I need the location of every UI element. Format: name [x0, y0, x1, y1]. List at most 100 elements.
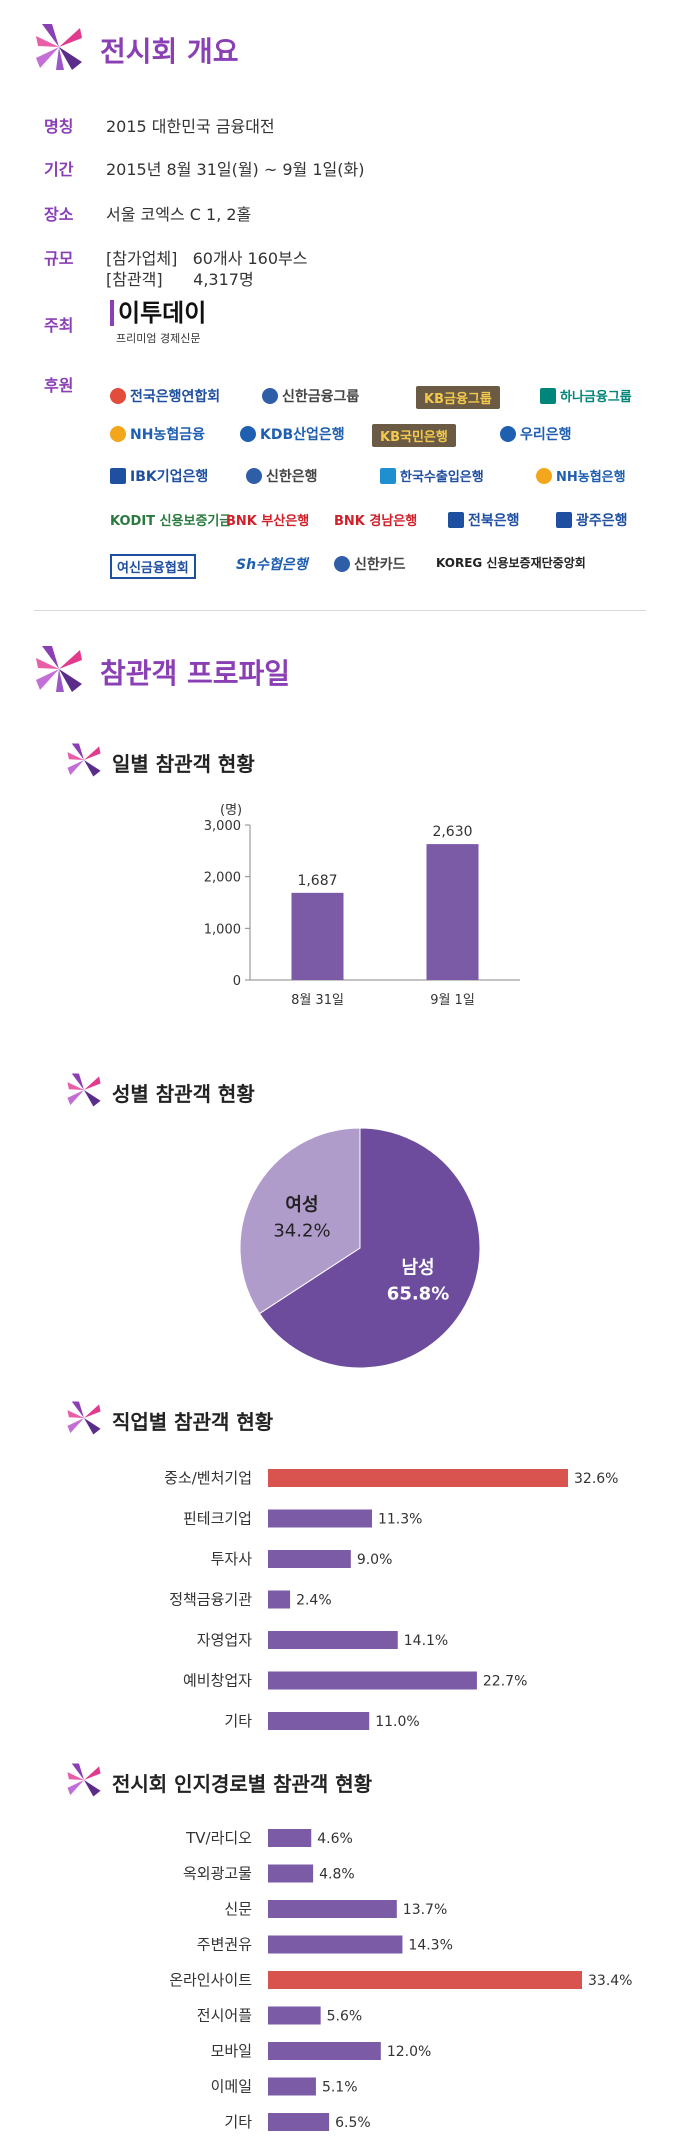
bar	[268, 1509, 372, 1528]
sponsor-icon	[240, 426, 256, 442]
category-label: 투자사	[211, 1550, 253, 1568]
sponsor-logo: Sh수협은행	[236, 557, 308, 573]
bar	[268, 2006, 321, 2025]
subsection-logo-icon	[67, 1401, 101, 1435]
bar-value-label: 1,687	[297, 873, 337, 889]
sponsor-logo: 신한은행	[246, 466, 318, 486]
bar-value-label: 5.6%	[327, 2009, 363, 2025]
sponsor-logo: 신한카드	[334, 554, 406, 574]
category-label: 주변권유	[197, 1936, 252, 1954]
value-venue: 서울 코엑스 C 1, 2홀	[106, 205, 252, 224]
organizer-name: 이투데이	[110, 300, 206, 326]
sponsor-icon	[334, 556, 350, 572]
sponsor-logo: KDB산업은행	[240, 424, 345, 444]
sponsor-logo: KB국민은행	[372, 424, 456, 447]
category-label: TV/라디오	[185, 1829, 252, 1847]
category-label: 예비창업자	[183, 1672, 252, 1690]
channel-visitors-title: 전시회 인지경로별 참관객 현황	[112, 1772, 373, 1796]
sponsor-logo: NH농협금융	[110, 424, 205, 444]
x-tick-label: 8월 31일	[291, 993, 344, 1008]
y-tick-label: 3,000	[204, 819, 241, 834]
bar	[268, 1550, 351, 1568]
bar	[268, 1864, 314, 1883]
category-label: 온라인사이트	[169, 1971, 252, 1989]
bar	[268, 1971, 582, 1989]
y-tick-label: 0	[233, 974, 241, 989]
category-label: 신문	[224, 1900, 252, 1918]
value-scale-exhibitors: [참가업체] 60개사 160부스	[106, 249, 308, 268]
pie-slice-name: 남성	[401, 1257, 434, 1278]
pie-slice-value: 65.8%	[387, 1283, 449, 1304]
sponsor-icon	[380, 467, 396, 484]
overview-title: 전시회 개요	[100, 35, 239, 68]
bar-value-label: 32.6%	[574, 1471, 618, 1487]
sponsor-logo: KB금융그룹	[416, 386, 500, 409]
bar-value-label: 11.0%	[375, 1714, 419, 1730]
bar	[268, 1935, 403, 1954]
bar-value-label: 6.5%	[335, 2115, 371, 2131]
label-name: 명칭	[44, 117, 74, 136]
sponsor-logo: 신한금융그룹	[262, 386, 359, 406]
category-label: 모바일	[211, 2042, 252, 2060]
sponsor-icon	[536, 467, 552, 484]
profile-title: 참관객 프로파일	[100, 657, 291, 690]
sponsor-icon	[556, 512, 572, 528]
bar-value-label: 33.4%	[588, 1973, 632, 1989]
gender-visitors-title: 성별 참관객 현황	[112, 1082, 255, 1106]
category-label: 기타	[224, 2113, 252, 2131]
sponsor-logo: 여신금융협회	[110, 554, 196, 579]
bar	[268, 1671, 477, 1690]
sponsor-logo: 전국은행연합회	[110, 386, 220, 406]
value-name: 2015 대한민국 금융대전	[106, 117, 275, 136]
sponsor-icon	[540, 387, 556, 404]
sponsor-logo: KOREG 신용보증재단중앙회	[436, 556, 586, 570]
bar-value-label: 2,630	[432, 824, 472, 840]
bar-value-label: 13.7%	[403, 1902, 447, 1918]
label-scale: 규모	[44, 249, 74, 268]
bar	[291, 892, 344, 980]
sponsor-logo: 우리은행	[500, 424, 572, 444]
pie-slice	[258, 1127, 481, 1369]
daily-visitors-title: 일별 참관객 현황	[112, 752, 255, 776]
section-logo-icon	[36, 24, 82, 70]
sponsor-icon	[110, 388, 126, 404]
value-scale-visitors: [참관객] 4,317명	[106, 270, 254, 289]
label-host: 주최	[44, 316, 74, 335]
occupation-visitors-title: 직업별 참관객 현황	[112, 1410, 274, 1434]
daily-visitors-chart: (명) 0 1,000 2,000 3,000 1,687 8월 31일 2,630 9월 1일	[204, 803, 520, 1008]
sponsor-logo: IBK기업은행	[110, 466, 208, 486]
bar-value-label: 9.0%	[357, 1552, 393, 1568]
label-period: 기간	[44, 160, 74, 179]
sponsor-logo: 전북은행	[448, 510, 520, 530]
value-period: 2015년 8월 31일(월) ~ 9월 1일(화)	[106, 160, 365, 179]
section-logo-icon	[36, 646, 82, 692]
subsection-logo-icon	[67, 1073, 101, 1107]
sponsor-logo: 한국수출입은행	[380, 466, 484, 485]
x-tick-label: 9월 1일	[430, 993, 475, 1008]
bar-value-label: 14.1%	[404, 1633, 448, 1649]
bar-value-label: 4.8%	[319, 1867, 355, 1883]
sponsor-icon	[262, 388, 278, 404]
bar	[268, 1712, 370, 1730]
bar	[268, 1469, 568, 1487]
sponsor-icon	[110, 468, 126, 484]
bar-value-label: 11.3%	[378, 1512, 422, 1528]
sponsor-logo: BNK 경남은행	[334, 514, 418, 529]
category-label: 옥외광고물	[183, 1865, 252, 1883]
label-sponsor: 후원	[44, 376, 74, 395]
bar-value-label: 14.3%	[408, 1938, 452, 1954]
bar	[268, 2113, 330, 2131]
subsection-logo-icon	[67, 1763, 101, 1797]
category-label: 자영업자	[197, 1631, 252, 1649]
sponsor-logo: 하나금융그룹	[540, 386, 632, 405]
category-label: 기타	[224, 1712, 252, 1730]
sponsor-logo: NH농협은행	[536, 466, 626, 485]
sponsor-logo: 광주은행	[556, 510, 628, 530]
occupation-bar-chart: 중소/벤처기업 32.6% 핀테크기업 11.3% 투자사 9.0% 정책금융기관 2.4% 자…	[164, 1469, 618, 1730]
gender-pie-chart: 남성 65.8% 여성 34.2%	[239, 1127, 481, 1369]
pie-slice-value: 34.2%	[273, 1221, 330, 1242]
label-venue: 장소	[44, 205, 74, 224]
sponsor-logo: KODIT 신용보증기금	[110, 514, 232, 529]
category-label: 중소/벤처기업	[164, 1469, 252, 1487]
bar	[268, 2077, 316, 2096]
